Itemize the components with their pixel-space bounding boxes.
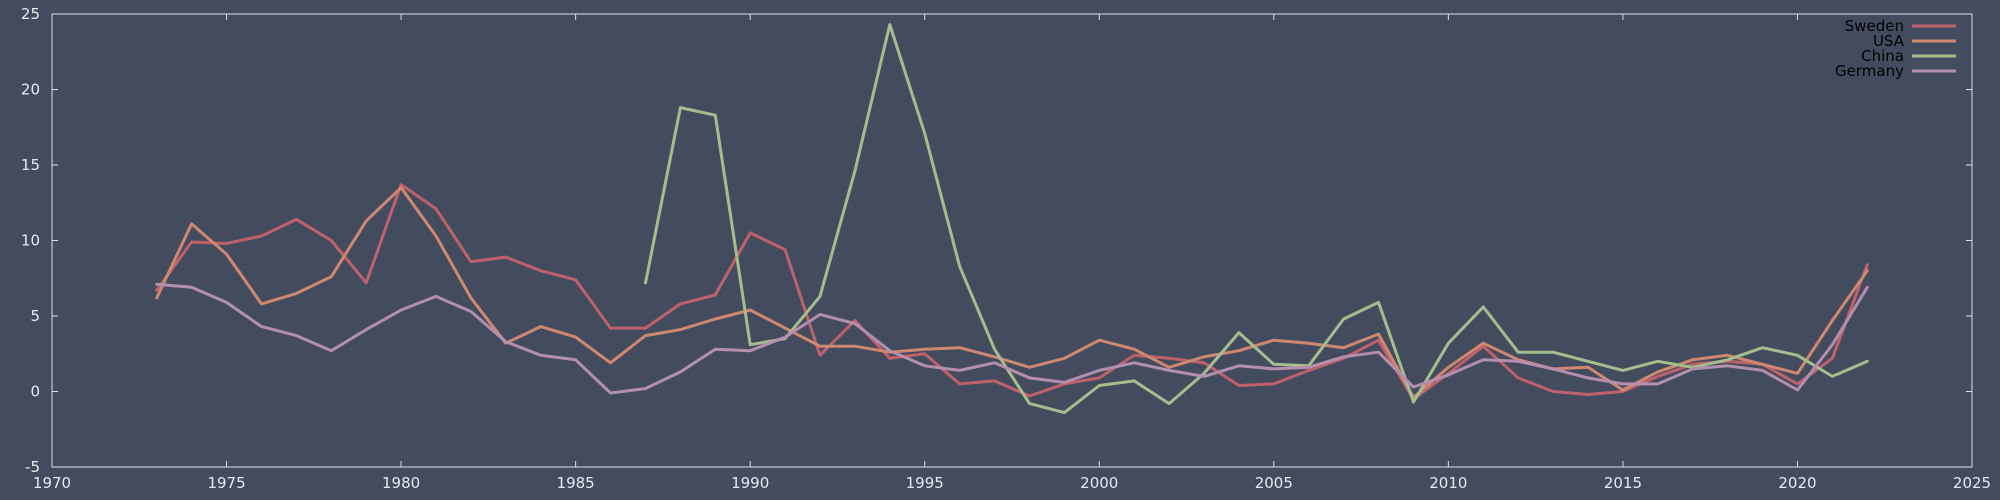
legend-label-sweden: Sweden: [1845, 17, 1904, 35]
series-line-sweden: [155, 183, 1869, 401]
y-tick-label: 5: [30, 307, 40, 325]
x-tick-label: 1990: [731, 474, 769, 492]
series-line-usa: [155, 186, 1869, 399]
legend-label-usa: USA: [1873, 32, 1905, 50]
x-tick-label: 1975: [207, 474, 245, 492]
y-tick-label: 10: [21, 232, 40, 250]
x-tick-label: 1980: [382, 474, 420, 492]
plot-area: [155, 23, 1869, 415]
plot-border: [51, 13, 1973, 468]
x-tick-label: 1985: [557, 474, 595, 492]
x-tick-label: 2010: [1429, 474, 1467, 492]
y-tick-label: -5: [25, 458, 40, 476]
y-tick-label: 15: [21, 156, 40, 174]
axes: 1970 1975 1980 1985 1990 1995 2000 2005 2010 2015…: [21, 5, 1991, 492]
x-tick-label: 2015: [1604, 474, 1642, 492]
legend-label-china: China: [1861, 47, 1904, 65]
x-tick-label: 1995: [906, 474, 944, 492]
legend-label-germany: Germany: [1835, 62, 1904, 80]
y-tick-label: 0: [30, 383, 40, 401]
x-tick-label: 2020: [1778, 474, 1816, 492]
y-tick-label: 20: [21, 81, 40, 99]
series-line-germany: [155, 282, 1869, 395]
x-tick-label: 2005: [1255, 474, 1293, 492]
series-line-china: [644, 23, 1869, 415]
y-tick-label: 25: [21, 5, 40, 23]
x-tick-label: 1970: [33, 474, 71, 492]
x-tick-label: 2000: [1080, 474, 1118, 492]
x-tick-label: 2025: [1953, 474, 1991, 492]
